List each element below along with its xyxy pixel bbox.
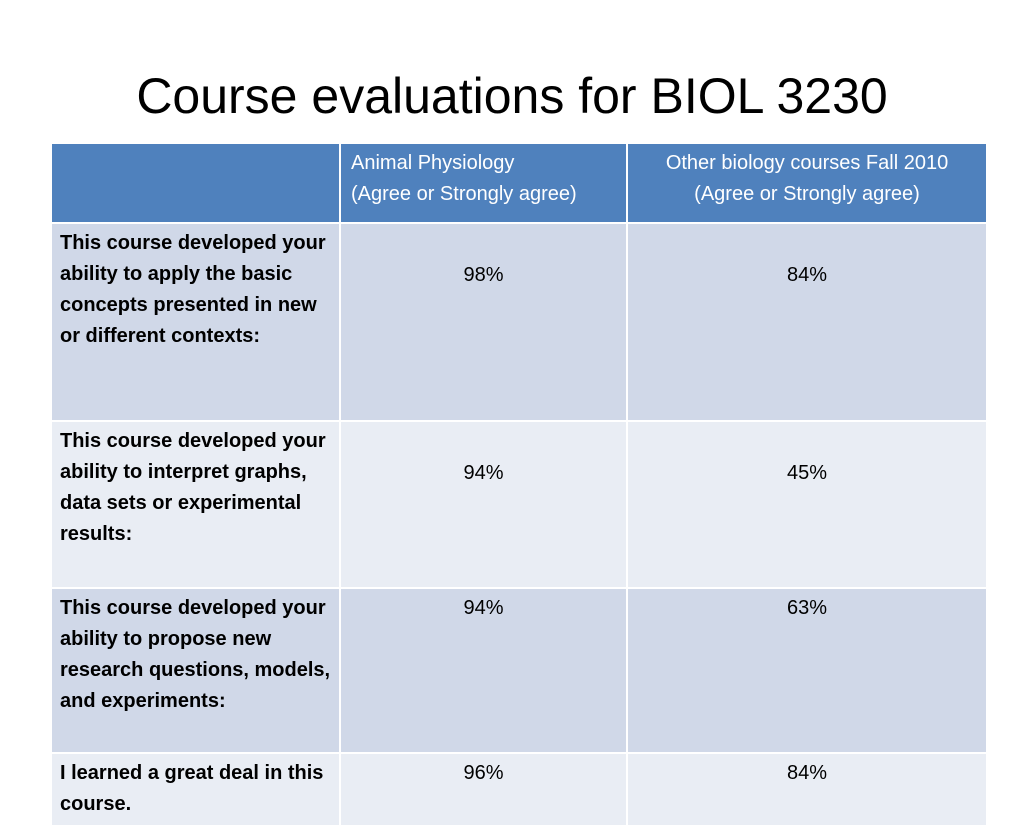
header-animal-physiology-title: Animal Physiology — [351, 152, 515, 174]
evaluation-table: Animal Physiology (Agree or Strongly agr… — [50, 142, 988, 827]
other-courses-value: 63% — [626, 587, 988, 754]
header-animal-physiology: Animal Physiology (Agree or Strongly agr… — [339, 142, 628, 224]
other-courses-value: 84% — [626, 222, 988, 422]
animal-physiology-value: 94% — [339, 587, 628, 754]
other-courses-value: 84% — [626, 752, 988, 827]
other-courses-value: 45% — [626, 420, 988, 589]
table-row: This course developed your ability to pr… — [50, 587, 988, 754]
header-other-courses: Other biology courses Fall 2010 (Agree o… — [626, 142, 988, 224]
table-row: This course developed your ability to ap… — [50, 222, 988, 422]
animal-physiology-value: 96% — [339, 752, 628, 827]
header-other-courses-title: Other biology courses Fall 2010 — [665, 152, 949, 174]
question-cell: This course developed your ability to pr… — [50, 587, 341, 754]
table-row: This course developed your ability to in… — [50, 420, 988, 589]
animal-physiology-value: 94% — [339, 420, 628, 589]
header-other-courses-subtitle: (Agree or Strongly agree) — [694, 183, 920, 205]
header-animal-physiology-subtitle: (Agree or Strongly agree) — [351, 183, 577, 205]
question-cell: This course developed your ability to ap… — [50, 222, 341, 422]
animal-physiology-value: 98% — [339, 222, 628, 422]
slide-title: Course evaluations for BIOL 3230 — [136, 68, 888, 124]
question-cell: This course developed your ability to in… — [50, 420, 341, 589]
question-cell: I learned a great deal in this course. — [50, 752, 341, 827]
header-empty-cell — [50, 142, 341, 224]
table-row: I learned a great deal in this course. 9… — [50, 752, 988, 827]
table-header-row: Animal Physiology (Agree or Strongly agr… — [50, 142, 988, 224]
